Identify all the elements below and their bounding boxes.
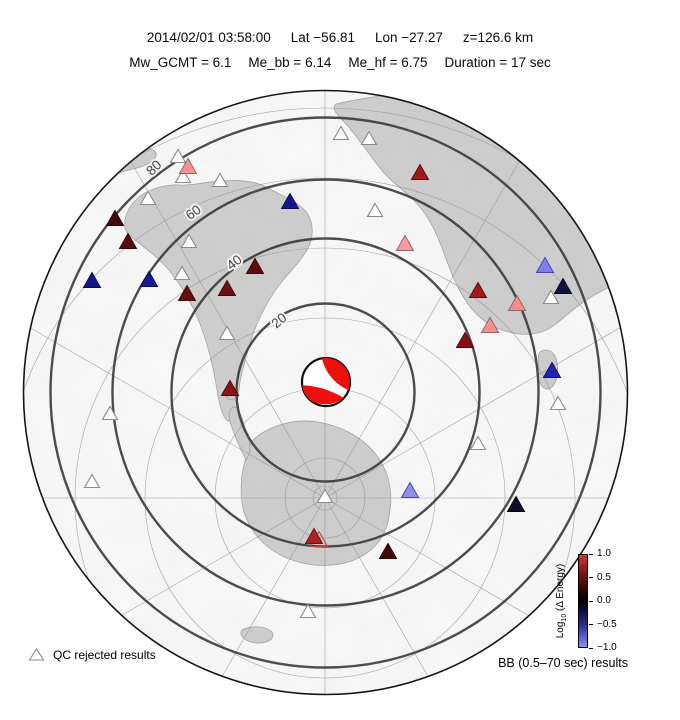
qc-triangle-icon bbox=[28, 647, 45, 661]
parallel-line bbox=[23, 107, 628, 695]
beachball-red-lobe bbox=[321, 358, 350, 391]
event-latitude: Lat −56.81 bbox=[290, 30, 355, 45]
station-triangle-bb bbox=[245, 257, 265, 274]
station-triangle-rejected bbox=[169, 148, 187, 164]
station-triangle-bb bbox=[395, 234, 415, 251]
meridian-line bbox=[23, 282, 326, 499]
station-triangle-rejected bbox=[218, 325, 236, 341]
map-outer-boundary bbox=[22, 89, 629, 696]
magnitude-mw-gcmt: Mw_GCMT = 6.1 bbox=[129, 55, 232, 70]
parallel-line bbox=[23, 177, 628, 695]
stations-rejected-group bbox=[83, 125, 567, 619]
station-triangle-rejected bbox=[211, 172, 229, 188]
station-triangle-rejected bbox=[173, 265, 191, 281]
station-triangle-bb bbox=[378, 542, 398, 559]
station-triangle-bb bbox=[177, 284, 197, 301]
event-datetime: 2014/02/01 03:58:00 bbox=[146, 30, 271, 45]
station-triangle-bb bbox=[455, 331, 475, 348]
station-triangle-bb bbox=[82, 271, 102, 288]
station-triangle-rejected bbox=[542, 289, 560, 305]
graticule bbox=[23, 90, 628, 695]
station-triangle-bb bbox=[507, 294, 527, 311]
station-triangle-bb bbox=[506, 495, 526, 512]
station-triangle-rejected bbox=[180, 233, 198, 249]
station-triangle-rejected bbox=[366, 202, 384, 218]
distance-circle bbox=[49, 116, 602, 669]
station-triangle-rejected bbox=[332, 125, 350, 141]
parallel-line bbox=[74, 247, 576, 695]
magnitude-me-bb: Me_bb = 6.14 bbox=[248, 55, 332, 70]
parallel-line bbox=[284, 457, 366, 539]
station-triangle-bb bbox=[217, 279, 237, 296]
station-triangle-rejected bbox=[549, 395, 567, 411]
meridian-line bbox=[324, 125, 541, 499]
station-triangle-rejected bbox=[316, 488, 334, 504]
event-longitude: Lon −27.27 bbox=[374, 30, 443, 45]
station-triangle-bb bbox=[468, 281, 488, 298]
station-triangle-rejected bbox=[469, 435, 487, 451]
meridian-line bbox=[324, 282, 628, 499]
event-header-line2: Mw_GCMT = 6.1 Me_bb = 6.14 Me_hf = 6.75 … bbox=[0, 55, 680, 70]
station-triangle-rejected bbox=[174, 168, 192, 184]
station-triangle-bb bbox=[410, 163, 430, 180]
station-triangle-rejected bbox=[299, 603, 317, 619]
station-triangle-rejected bbox=[101, 405, 119, 421]
station-triangle-bb bbox=[553, 277, 573, 294]
station-triangle-bb bbox=[178, 157, 198, 174]
parallel-line bbox=[312, 485, 338, 511]
beachball-red-lobe bbox=[302, 385, 344, 405]
station-triangle-rejected bbox=[139, 190, 157, 206]
parallel-line bbox=[144, 317, 506, 679]
station-triangle-rejected bbox=[83, 473, 101, 489]
station-triangle-bb bbox=[535, 256, 555, 273]
qc-legend: QC rejected results bbox=[28, 647, 156, 662]
station-triangle-bb bbox=[542, 361, 562, 378]
station-triangle-bb bbox=[220, 379, 240, 396]
event-header-line1: 2014/02/01 03:58:00 Lat −56.81 Lon −27.2… bbox=[0, 30, 680, 45]
qc-legend-label: QC rejected results bbox=[53, 647, 156, 662]
meridian-line bbox=[109, 125, 326, 499]
station-triangle-bb bbox=[105, 209, 125, 226]
event-duration: Duration = 17 sec bbox=[444, 55, 551, 70]
station-triangle-bb bbox=[118, 232, 138, 249]
station-triangle-bb bbox=[480, 316, 500, 333]
station-triangle-rejected bbox=[360, 130, 378, 146]
station-triangle-bb bbox=[304, 527, 324, 544]
station-triangle-bb bbox=[139, 270, 159, 287]
distance-circle bbox=[111, 178, 540, 607]
beachball bbox=[300, 356, 352, 408]
station-triangle-bb bbox=[400, 481, 420, 498]
magnitude-me-hf: Me_hf = 6.75 bbox=[348, 55, 428, 70]
stations-bb-group bbox=[82, 157, 573, 559]
bb-results-caption: BB (0.5–70 sec) results bbox=[498, 656, 628, 670]
station-triangle-bb bbox=[280, 192, 300, 209]
event-depth: z=126.6 km bbox=[462, 30, 534, 45]
